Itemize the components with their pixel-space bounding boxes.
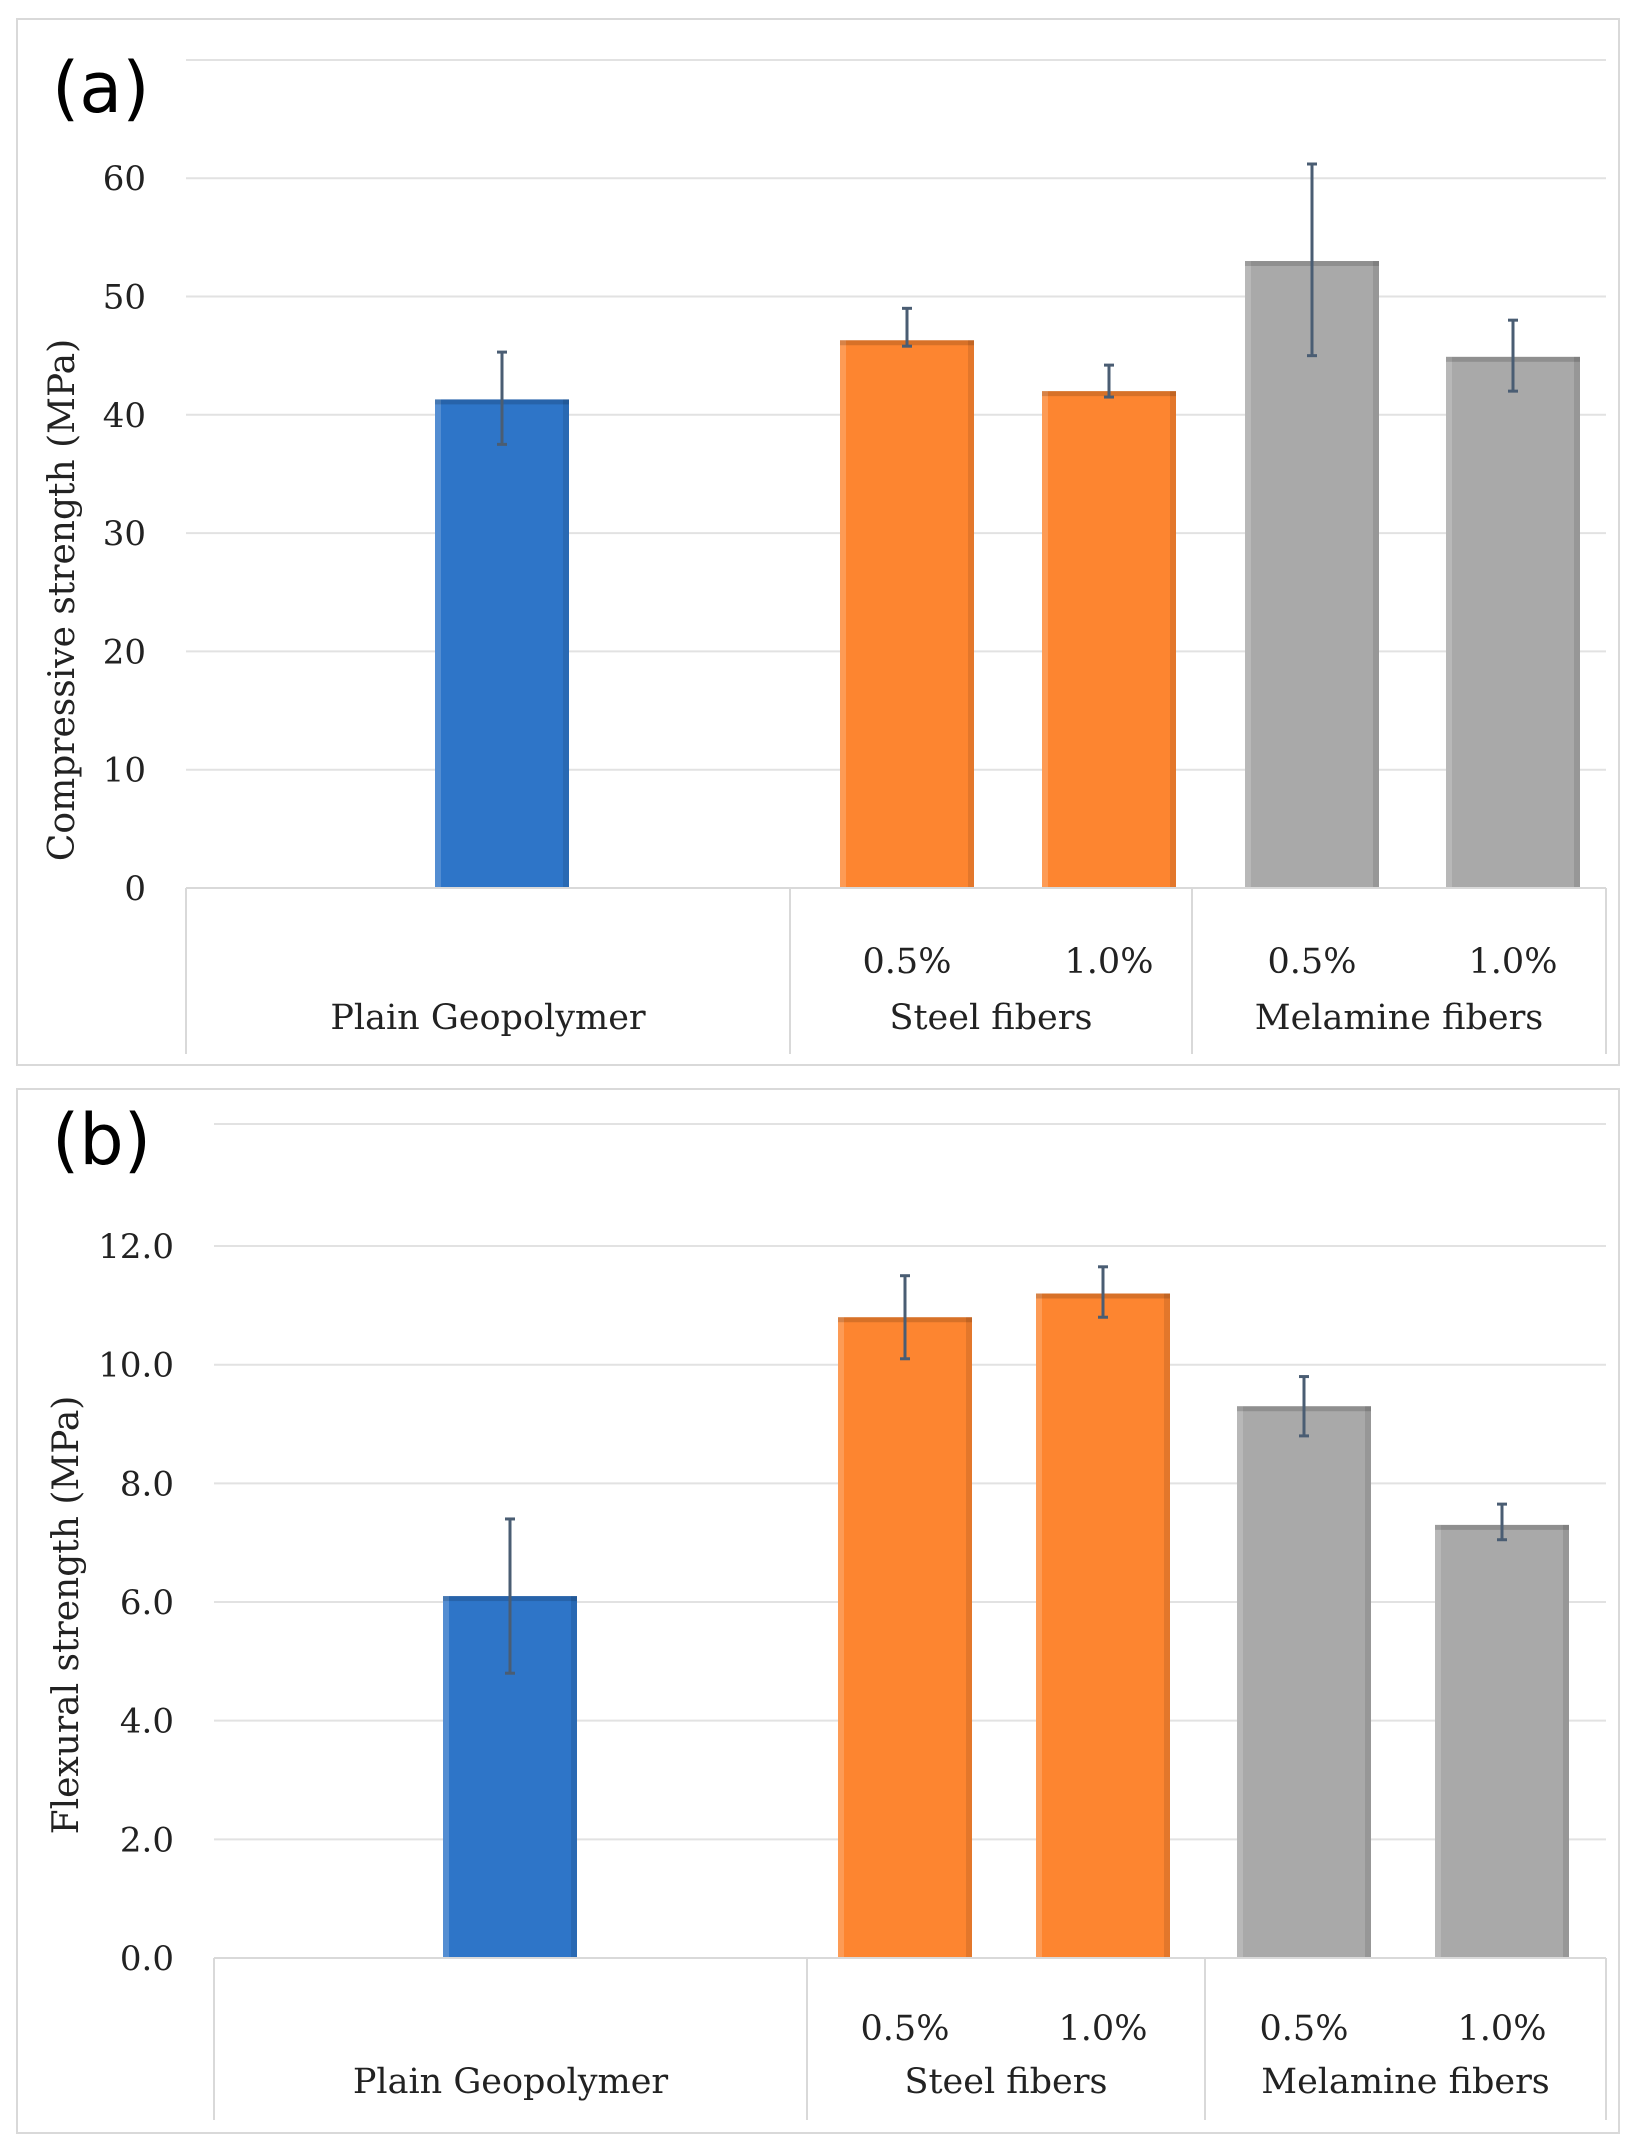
y-tick-label: 10.0 [98,1346,174,1386]
y-tick-label: 0 [124,869,146,909]
panel-label: (a) [52,47,150,129]
bar-bevel-left [435,399,441,888]
bar [1237,1406,1371,1958]
bar-bevel-left [840,340,846,888]
bar-sub-label: 1.0% [1059,2009,1148,2049]
y-tick-label: 20 [103,632,146,672]
bar [1036,1293,1170,1958]
y-tick-label: 50 [103,278,146,318]
bar [1245,261,1379,888]
bar [1435,1524,1569,1958]
group-label: Plain Geopolymer [353,2062,669,2102]
y-axis-title: Compressive strength (MPa) [42,339,83,861]
y-tick-label: 4.0 [120,1702,174,1742]
group-label: Melamine fibers [1261,2062,1550,2102]
bar [838,1317,972,1958]
bar-bevel-right [1164,1293,1170,1958]
bar-bevel-left [1036,1293,1042,1958]
chart-panel-b: (b) Flexural strength (MPa) 0.0 2.0 4.0 6.0… [16,1088,1620,2134]
bar-bevel-left [443,1596,449,1958]
y-axis-title: Flexural strength (MPa) [46,1396,87,1835]
bar-bevel-left [1237,1406,1243,1958]
bar-sub-label: 0.5% [1268,942,1357,982]
group-label: Melamine fibers [1255,998,1544,1038]
y-tick-label: 60 [103,159,146,199]
bar-sub-label: 1.0% [1469,942,1558,982]
bar [435,399,569,888]
y-tick-label: 40 [103,396,146,436]
bar-bevel-right [563,399,569,888]
bar-bevel-left [1042,391,1048,888]
bar [1446,356,1580,888]
bar-bevel-right [1365,1406,1371,1958]
compressive-strength-chart: (a) Compressive strength (MPa) 0 10 20 30 40… [42,47,1607,1054]
group-label: Steel fibers [905,2062,1108,2102]
bar-bevel-left [1446,356,1452,888]
y-tick-label: 30 [103,514,146,554]
y-tick-label: 6.0 [120,1583,174,1623]
group-label: Steel fibers [890,998,1093,1038]
group-label: Plain Geopolymer [330,998,646,1038]
bar-sub-label: 1.0% [1065,942,1154,982]
bar-bevel-left [838,1317,844,1958]
y-tick-label: 8.0 [120,1464,174,1504]
y-tick-label: 0.0 [120,1939,174,1979]
y-tick-label: 12.0 [98,1227,174,1267]
bar-bevel-right [1373,261,1379,888]
bar-bevel-left [1245,261,1251,888]
chart-panel-a: (a) Compressive strength (MPa) 0 10 20 30 40… [16,18,1620,1066]
bar-bevel-right [1563,1524,1569,1958]
y-tick-label: 10 [103,751,146,791]
bar [1042,391,1176,888]
bar-bevel-right [1574,356,1580,888]
bar [840,340,974,888]
bar-sub-label: 0.5% [1260,2009,1349,2049]
panel-label: (b) [52,1099,151,1181]
bar-bevel-right [1170,391,1176,888]
flexural-strength-chart: (b) Flexural strength (MPa) 0.0 2.0 4.0 6.0… [46,1099,1607,2120]
bar-sub-label: 1.0% [1458,2009,1547,2049]
bar-bevel-left [1435,1524,1441,1958]
bar-sub-label: 0.5% [863,942,952,982]
y-tick-label: 2.0 [120,1820,174,1860]
bar-bevel-right [968,340,974,888]
bar-sub-label: 0.5% [861,2009,950,2049]
bar-bevel-right [966,1317,972,1958]
bar-bevel-right [571,1596,577,1958]
